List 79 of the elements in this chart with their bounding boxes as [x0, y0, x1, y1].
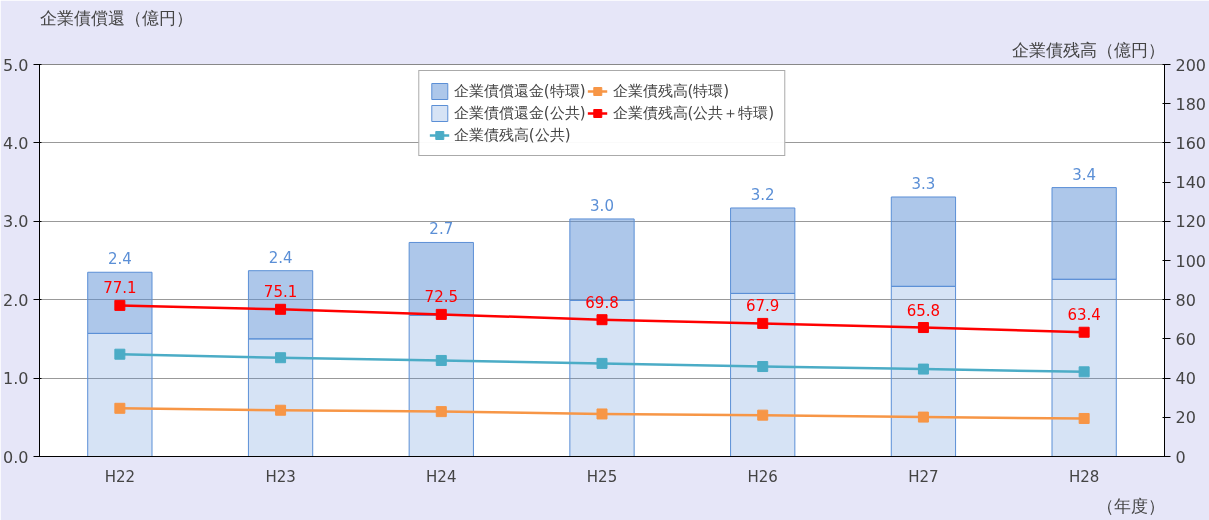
bar	[87, 332, 153, 457]
data-label: 63.4	[1067, 306, 1101, 325]
data-label: 72.5	[424, 288, 458, 307]
legend-label: 企業債償還金(特環)	[453, 81, 586, 101]
y-tick-label: 5.0	[3, 55, 29, 75]
point	[917, 411, 929, 423]
x-tick-label: H22	[104, 467, 136, 486]
point	[114, 402, 126, 414]
x-tick-label: H26	[747, 467, 778, 486]
point	[1078, 366, 1090, 378]
y2-tick-label: 120	[1175, 212, 1207, 232]
legend-label: 企業債償還金(公共)	[453, 103, 586, 123]
y2-tick-label: 180	[1175, 94, 1207, 114]
legend-label: 企業債残高(公共)	[453, 125, 571, 145]
point	[757, 409, 769, 421]
point	[275, 352, 287, 364]
bar	[890, 196, 957, 287]
bar	[408, 241, 474, 316]
point	[1078, 412, 1090, 424]
bar	[730, 292, 796, 457]
data-label: 77.1	[103, 279, 137, 298]
y2-tick-label: 60	[1175, 329, 1196, 349]
y2-tick-label: 80	[1175, 290, 1196, 310]
y2-tick-label: 100	[1175, 251, 1207, 271]
y-tick-label: 2.0	[3, 290, 29, 310]
bar	[247, 270, 314, 340]
point	[596, 357, 608, 369]
bar	[247, 338, 314, 457]
point	[1078, 326, 1090, 338]
point	[275, 303, 287, 315]
bar	[1051, 187, 1117, 280]
bar	[408, 314, 474, 457]
y2-tick-label: 140	[1175, 173, 1207, 193]
y-tick-label: 3.0	[3, 212, 29, 232]
data-label: 65.8	[906, 301, 941, 320]
y2-axis-title: 企業債残高（億円）	[1011, 39, 1165, 60]
y-tick-label: 4.0	[3, 133, 29, 153]
y-axis-title: 企業債償還（億円）	[39, 7, 193, 28]
total-label: 3.4	[1072, 165, 1097, 184]
point	[917, 363, 929, 375]
point	[917, 322, 929, 334]
x-tick-label: H27	[908, 467, 939, 486]
point	[596, 314, 608, 326]
x-axis-title: （年度）	[1096, 495, 1165, 516]
data-label: 75.1	[263, 283, 298, 302]
legend-label: 企業債残高(特環)	[612, 81, 730, 101]
point	[114, 299, 126, 311]
bar	[1051, 278, 1117, 457]
point	[596, 408, 608, 420]
y2-tick-label: 160	[1175, 133, 1207, 153]
point	[114, 348, 126, 360]
y-tick-label: 1.0	[3, 369, 29, 389]
y-tick-label: 0.0	[3, 447, 29, 467]
y2-tick-label: 40	[1175, 369, 1196, 389]
point	[275, 404, 287, 416]
point	[757, 317, 769, 329]
x-tick-label: H24	[426, 467, 457, 486]
total-label: 3.3	[911, 175, 936, 193]
total-label: 2.4	[107, 250, 132, 269]
total-label: 3.2	[750, 185, 775, 204]
point	[435, 308, 447, 320]
legend-label: 企業債残高(公共＋特環)	[612, 103, 775, 123]
data-label: 69.8	[585, 293, 619, 312]
total-label: 2.4	[268, 248, 293, 267]
x-tick-label: H25	[586, 467, 618, 486]
x-tick-label: H23	[265, 467, 296, 486]
bar	[890, 285, 957, 457]
y2-tick-label: 200	[1175, 55, 1207, 75]
point	[435, 354, 447, 366]
total-label: 3.0	[590, 196, 614, 215]
x-tick-label: H28	[1068, 467, 1100, 486]
total-label: 2.7	[429, 220, 454, 239]
y2-tick-label: 0	[1175, 447, 1186, 467]
y2-tick-label: 20	[1175, 408, 1196, 428]
point	[757, 361, 769, 373]
data-label: 67.9	[746, 297, 780, 316]
point	[435, 406, 447, 418]
bar	[87, 271, 153, 334]
bar	[730, 207, 796, 294]
